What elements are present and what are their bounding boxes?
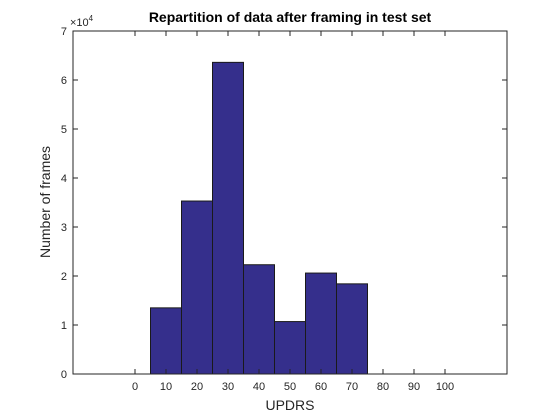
x-tick-label: 90 [408,381,420,393]
y-exponent-base: ×10 [70,17,89,29]
x-tick-label: 10 [160,381,172,393]
histogram-bar [150,307,182,375]
y-exponent-power: 4 [89,14,94,23]
histogram-bar [243,264,275,375]
y-tick-label: 3 [61,222,67,234]
x-tick-label: 40 [253,381,265,393]
x-tick-label: 20 [191,381,203,393]
y-tick-label: 5 [61,124,67,136]
bars-group [150,61,368,375]
y-tick-label: 2 [61,271,67,283]
y-tick-label: 4 [61,173,67,185]
x-tick-label: 50 [284,381,296,393]
x-axis-label: UPDRS [265,397,314,413]
x-tick-label: 60 [315,381,327,393]
histogram-bar [305,272,337,375]
x-tick-label: 70 [346,381,358,393]
histogram-bar [274,321,306,375]
histogram-bar [336,283,368,375]
x-tick-label: 0 [132,381,138,393]
chart-title: Repartition of data after framing in tes… [149,9,432,25]
y-tick-label: 6 [61,75,67,87]
histogram-bar [212,61,244,375]
x-axis-ticks: 0 10 20 30 40 50 60 70 80 90 100 [132,31,454,393]
x-tick-label: 100 [436,381,454,393]
x-tick-label: 80 [377,381,389,393]
y-tick-label: 1 [61,320,67,332]
y-tick-label: 7 [61,26,67,38]
y-axis-label: Number of frames [37,146,53,258]
y-exponent-label: ×104 [70,14,94,29]
x-tick-label: 30 [222,381,234,393]
y-axis-ticks: 0 1 2 3 4 5 6 7 [61,26,507,381]
histogram-bar [181,200,213,375]
y-tick-label: 0 [61,369,67,381]
